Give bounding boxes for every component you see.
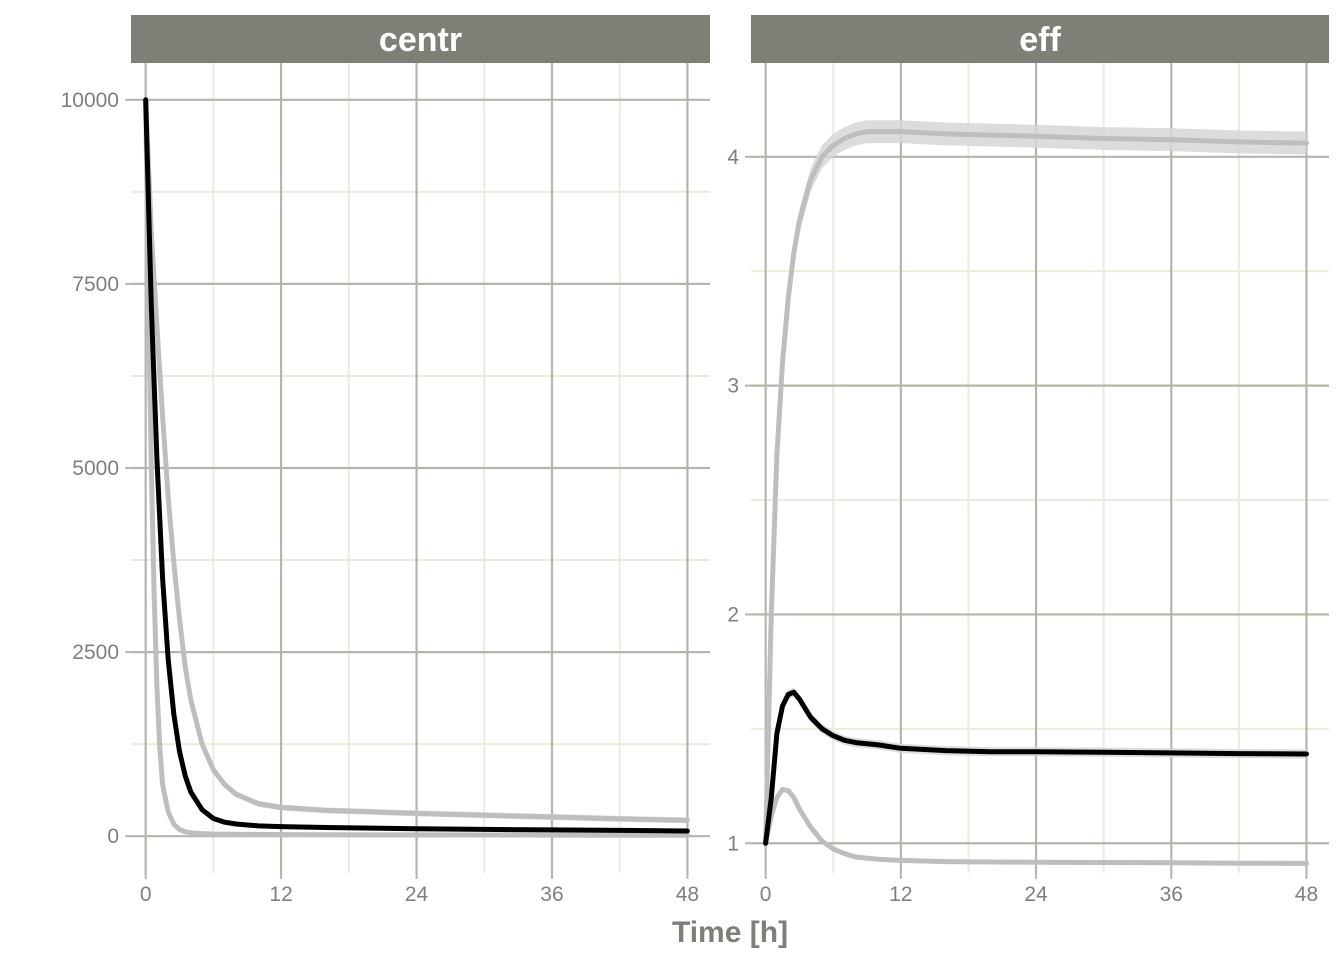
line-median <box>143 97 690 834</box>
y-tick-label: 10000 <box>61 89 119 112</box>
line-lower <box>143 97 690 838</box>
line-upper <box>763 129 1309 846</box>
facet-strip-eff <box>751 15 1329 63</box>
x-tick-label: 36 <box>540 883 563 906</box>
x-tick-label: 0 <box>140 883 152 906</box>
x-tick-label: 24 <box>405 883 429 906</box>
x-tick-label: 48 <box>676 883 699 906</box>
y-tick-label: 0 <box>107 825 119 848</box>
x-tick-label: 0 <box>760 883 772 906</box>
line-upper <box>143 97 690 823</box>
panel-centr: centr 0 12 24 36 48 0 2500 5000 7500 10000 <box>61 15 710 906</box>
facet-strip-label-eff: eff <box>1019 21 1061 59</box>
y-tick-label: 7500 <box>72 273 119 296</box>
x-axis-title: Time [h] <box>672 916 788 949</box>
x-tick-label: 36 <box>1160 883 1183 906</box>
x-tick-label: 12 <box>269 883 292 906</box>
y-tick-label: 2 <box>727 603 739 626</box>
y-tick-label: 4 <box>727 146 739 169</box>
facet-strip-centr <box>131 15 710 63</box>
x-tick-label: 12 <box>889 883 912 906</box>
x-tick-label: 48 <box>1295 883 1318 906</box>
y-tick-label: 5000 <box>72 457 119 480</box>
line-median <box>763 689 1309 846</box>
facet-strip-label-centr: centr <box>379 21 462 59</box>
y-tick-label: 2500 <box>72 641 119 664</box>
x-tick-label: 24 <box>1024 883 1048 906</box>
line-lower <box>763 787 1309 866</box>
y-tick-label: 1 <box>727 832 739 855</box>
y-tick-label: 3 <box>727 375 739 398</box>
